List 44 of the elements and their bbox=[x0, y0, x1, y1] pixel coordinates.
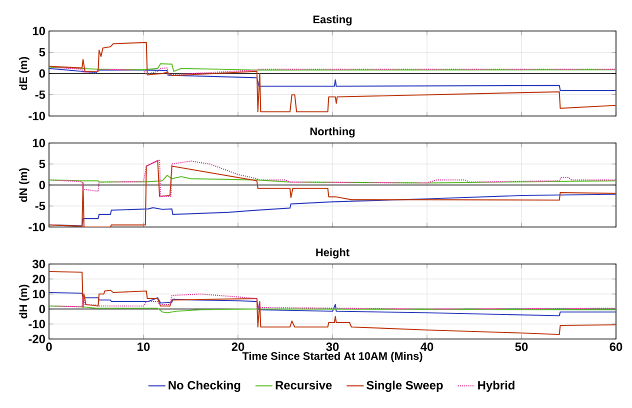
legend-label: Single Sweep bbox=[366, 380, 443, 392]
line-series bbox=[49, 305, 616, 314]
y-tick-label: -10 bbox=[28, 320, 45, 328]
y-axis-title: dH (m) bbox=[19, 284, 30, 318]
y-tick-label: 30 bbox=[32, 260, 45, 268]
x-tick-label: 60 bbox=[610, 342, 622, 351]
y-axis-title: dE (m) bbox=[19, 57, 30, 90]
y-tick-label: 0 bbox=[39, 180, 45, 190]
x-tick-label: 10 bbox=[138, 342, 150, 351]
y-tick-label: -10 bbox=[28, 112, 45, 120]
y-tick-label: -5 bbox=[35, 90, 46, 99]
x-tick-label: 50 bbox=[515, 342, 528, 351]
x-tick-label: 20 bbox=[232, 342, 244, 351]
y-axis-title: dN (m) bbox=[19, 168, 30, 202]
line-series bbox=[49, 68, 616, 92]
line-series bbox=[49, 174, 616, 184]
x-tick-label: 30 bbox=[326, 342, 339, 352]
line-series bbox=[49, 293, 616, 310]
legend-label: Recursive bbox=[276, 380, 332, 390]
line-series bbox=[49, 66, 616, 76]
y-tick-label: 5 bbox=[39, 48, 46, 56]
x-tick-label: 0 bbox=[46, 342, 52, 351]
legend-label: Hybrid bbox=[478, 380, 514, 392]
x-axis-title: Time Since Started At 10AM (Mins) bbox=[242, 352, 422, 362]
y-tick-label: 10 bbox=[32, 26, 45, 36]
y-tick-label: -10 bbox=[28, 222, 45, 232]
y-tick-label: 0 bbox=[39, 69, 45, 78]
chart-title: Northing bbox=[310, 127, 355, 138]
line-series bbox=[49, 292, 616, 316]
y-tick-label: 20 bbox=[32, 274, 45, 284]
y-tick-label: 10 bbox=[32, 138, 45, 148]
legend-label: No Checking bbox=[168, 380, 240, 392]
line-series bbox=[49, 159, 616, 197]
line-series bbox=[49, 270, 616, 336]
line-series bbox=[49, 63, 616, 72]
y-tick-label: -5 bbox=[35, 202, 46, 210]
y-tick-label: 5 bbox=[39, 160, 46, 168]
line-series bbox=[49, 42, 616, 112]
y-tick-label: 0 bbox=[39, 304, 45, 314]
chart-title: Height bbox=[316, 248, 350, 258]
y-tick-label: 10 bbox=[32, 290, 45, 298]
y-tick-label: -20 bbox=[28, 334, 45, 344]
chart-title: Easting bbox=[313, 15, 352, 26]
x-tick-label: 40 bbox=[420, 342, 434, 351]
